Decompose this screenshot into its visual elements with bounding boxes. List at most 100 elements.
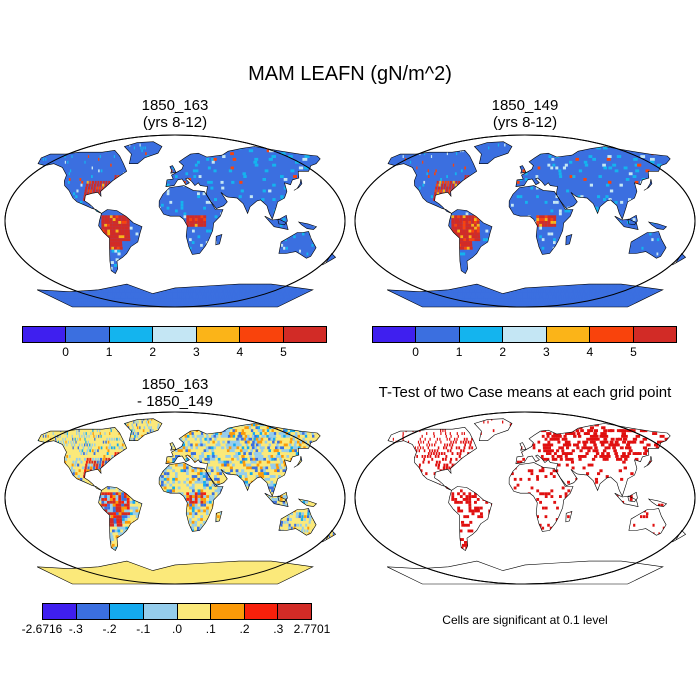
grid-cell: [275, 298, 277, 302]
grid-cell: [387, 281, 391, 285]
grid-cell: [219, 292, 221, 296]
grid-cell: [129, 226, 133, 230]
grid-cell: [182, 286, 185, 290]
grid-cell: [273, 292, 275, 296]
grid-cell: [191, 289, 193, 293]
grid-cell: [69, 149, 72, 153]
grid-cell: [176, 304, 179, 307]
coastline-mg: [565, 233, 573, 246]
grid-cell: [590, 286, 593, 290]
grid-cell: [116, 437, 118, 441]
grid-cell: [166, 183, 170, 187]
grid-cell: [244, 440, 249, 444]
grid-cell: [550, 286, 553, 290]
grid-cell: [657, 284, 659, 287]
grid-cell: [300, 284, 302, 287]
grid-cell: [569, 292, 571, 296]
grid-cell: [361, 253, 365, 256]
grid-cell: [480, 286, 484, 290]
grid-cell: [131, 295, 136, 299]
grid-cell: [614, 200, 618, 204]
grid-cell: [316, 446, 321, 450]
grid-cell: [186, 286, 189, 290]
grid-cell: [71, 449, 73, 453]
grid-cell: [485, 289, 490, 293]
grid-cell: [550, 166, 554, 170]
grid-cell: [175, 298, 177, 302]
grid-cell: [164, 295, 167, 299]
grid-cell: [609, 304, 611, 307]
grid-cell: [531, 289, 534, 293]
grid-cell: [262, 298, 264, 302]
grid-cell: [240, 286, 243, 290]
grid-cell: [235, 426, 240, 430]
grid-cell: [435, 183, 438, 187]
grid-cell: [257, 432, 262, 435]
grid-cell: [475, 292, 480, 296]
grid-cell: [525, 286, 528, 290]
grid-cell: [311, 243, 314, 247]
grid-cell: [538, 295, 540, 299]
grid-cell: [577, 298, 579, 302]
grid-cell: [289, 295, 292, 299]
grid-cell: [73, 449, 76, 453]
grid-cell: [141, 426, 143, 430]
grid-cell: [197, 304, 199, 307]
grid-cell: [433, 195, 436, 199]
grid-cell: [451, 226, 455, 230]
grid-cell: [150, 426, 152, 430]
grid-cell: [231, 298, 233, 302]
grid-cell: [196, 434, 200, 438]
grid-cell: [125, 286, 130, 290]
grid-cell: [462, 229, 466, 233]
grid-cell: [585, 298, 587, 302]
grid-cell: [76, 420, 78, 424]
grid-cell: [588, 286, 590, 290]
grid-cell: [180, 304, 182, 307]
grid-cell: [576, 286, 578, 290]
grid-cell: [210, 286, 212, 290]
grid-cell: [167, 304, 170, 307]
grid-cell: [220, 304, 222, 307]
grid-cell: [464, 292, 469, 296]
grid-cell: [181, 301, 183, 305]
grid-cell: [475, 286, 480, 290]
grid-cell: [466, 241, 470, 244]
grid-cell: [102, 434, 105, 438]
grid-cell: [172, 298, 175, 302]
grid-cell: [575, 289, 577, 293]
grid-cell: [106, 443, 109, 447]
grid-cell: [198, 449, 202, 453]
grid-cell: [113, 432, 115, 435]
grid-cell: [533, 298, 535, 302]
grid-cell: [312, 437, 317, 441]
grid-cell: [66, 420, 68, 424]
grid-cell: [180, 449, 183, 453]
grid-cell: [567, 286, 569, 290]
grid-cell: [280, 243, 284, 247]
grid-cell: [608, 198, 612, 201]
grid-cell: [104, 226, 108, 230]
grid-cell: [206, 437, 210, 441]
grid-cell: [231, 437, 235, 441]
grid-cell: [387, 281, 388, 285]
grid-cell: [261, 284, 263, 287]
grid-cell: [560, 286, 562, 290]
grid-cell: [273, 420, 280, 424]
grid-cell: [560, 304, 562, 307]
grid-cell: [306, 252, 309, 256]
grid-cell: [227, 304, 229, 307]
grid-cell: [569, 175, 573, 178]
grid-cell: [159, 295, 163, 299]
grid-cell: [556, 301, 559, 305]
grid-cell: [266, 298, 269, 302]
grid-cell: [116, 286, 120, 290]
grid-cell: [628, 198, 632, 201]
grid-cell: [86, 192, 90, 196]
grid-cell: [531, 292, 534, 296]
grid-cell: [241, 429, 246, 433]
grid-cell: [249, 440, 254, 444]
grid-cell: [197, 195, 201, 199]
grid-cell: [634, 292, 636, 296]
grid-cell: [226, 449, 231, 453]
